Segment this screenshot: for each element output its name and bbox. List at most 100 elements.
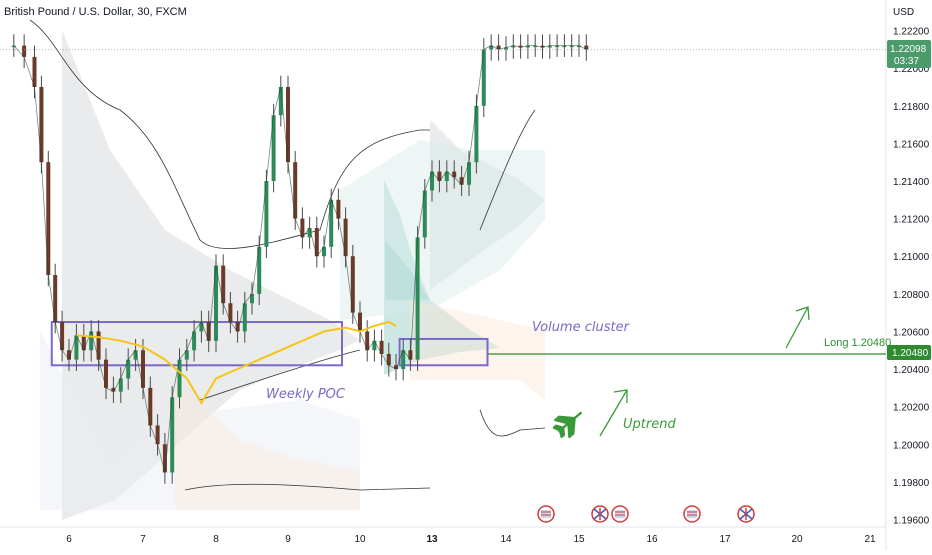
airplane-icon	[552, 411, 583, 439]
candle-body	[74, 335, 79, 360]
candle-body	[329, 199, 334, 247]
candle-body	[228, 303, 233, 323]
candle-body	[257, 246, 262, 294]
candle-body	[271, 115, 276, 181]
candle-body	[133, 350, 138, 360]
candle-body	[577, 45, 581, 48]
volume-profile-shading	[40, 30, 545, 520]
candle-body	[300, 218, 305, 238]
levels-layer	[0, 49, 886, 355]
x-tick-label: 13	[426, 534, 438, 545]
candle-body	[379, 340, 384, 354]
x-tick-label: 8	[213, 534, 219, 545]
zone-rect	[50, 321, 343, 367]
candle-body	[111, 387, 116, 392]
target-arrow	[785, 306, 810, 349]
candle-body	[60, 322, 65, 351]
candle-body	[118, 378, 123, 392]
candle-body	[126, 359, 131, 379]
y-tick-label: 1.21400	[893, 177, 930, 188]
candle-body	[401, 350, 406, 370]
candle-body	[518, 45, 523, 48]
uptrend-label: Uptrend	[623, 417, 676, 432]
candle-body	[444, 171, 449, 181]
candle-body	[437, 171, 442, 181]
flag-icon-uk[interactable]	[591, 505, 609, 523]
candle-body	[562, 45, 567, 48]
x-tick-label: 21	[864, 534, 876, 545]
flag-icon-uk[interactable]	[737, 505, 755, 523]
bar-countdown: 03:37	[894, 56, 919, 67]
candle-body	[525, 45, 530, 48]
uptrend-arrow	[599, 389, 628, 437]
long-entry-price: 1.20480	[892, 348, 929, 359]
y-tick-label: 1.21600	[893, 139, 930, 150]
x-tick-label: 17	[719, 534, 731, 545]
candle-body	[11, 45, 16, 48]
candle-body	[496, 45, 501, 50]
y-tick-label: 1.20600	[893, 327, 930, 338]
candle-body	[322, 246, 326, 257]
candle-body	[184, 350, 189, 360]
candle-body	[192, 331, 197, 351]
candle-body	[199, 322, 204, 332]
candle-body	[221, 265, 226, 304]
price-line	[13, 45, 587, 473]
candle-body	[22, 45, 27, 57]
candle-body	[81, 335, 86, 351]
candle-body	[569, 45, 574, 48]
candle-body	[365, 331, 370, 351]
candle-body	[540, 45, 545, 48]
volume-cluster-label: Volume cluster	[532, 320, 631, 335]
candle-body	[53, 275, 58, 323]
envelope-bands	[29, 19, 546, 491]
candle-body	[555, 45, 560, 48]
candle-body	[39, 86, 44, 163]
candle-body	[141, 350, 145, 388]
candle-body	[584, 45, 589, 50]
candle-body	[214, 265, 218, 341]
candle-body	[547, 45, 552, 48]
candle-body	[511, 45, 516, 48]
long-entry-tag: Long 1.20480 1.20480	[819, 334, 931, 360]
candle-body	[278, 86, 283, 116]
candle-body	[250, 293, 254, 304]
candle-body	[481, 49, 486, 106]
candle-body	[286, 86, 290, 163]
candle-body	[307, 228, 312, 238]
candle-body	[104, 359, 108, 388]
currency-label: USD	[893, 7, 914, 18]
candle-body	[336, 199, 341, 219]
y-tick-label: 1.22000	[893, 64, 930, 75]
candle-body	[242, 303, 247, 332]
candle-body	[155, 425, 160, 445]
y-tick-label: 1.20400	[893, 365, 930, 376]
y-tick-label: 1.21000	[893, 252, 930, 263]
zones-layer	[50, 321, 489, 367]
x-tick-label: 15	[573, 534, 585, 545]
candle-body	[343, 218, 348, 257]
price-axis-pane[interactable]	[886, 0, 932, 550]
flag-icon-us[interactable]	[683, 505, 701, 523]
candle-body	[467, 162, 471, 185]
chart-title: British Pound / U.S. Dollar, 30, FXCM	[4, 6, 187, 18]
x-tick-label: 20	[791, 534, 803, 545]
zone-rect	[398, 337, 489, 367]
candle-body	[386, 354, 391, 366]
long-entry-label: Long 1.20480	[824, 337, 891, 349]
long-entry-price-bg	[887, 345, 931, 360]
candle-body	[358, 312, 362, 332]
candle-body	[162, 444, 167, 473]
event-flags	[537, 505, 755, 523]
candle-body	[394, 365, 398, 370]
y-tick-label: 1.19600	[893, 515, 930, 526]
candle-body	[474, 105, 479, 163]
flag-icon-us[interactable]	[537, 505, 555, 523]
flag-icon-us[interactable]	[611, 505, 629, 523]
x-tick-label: 9	[285, 534, 291, 545]
candle-body	[350, 256, 355, 313]
y-tick-label: 1.21200	[893, 215, 930, 226]
candle-body	[314, 228, 319, 257]
